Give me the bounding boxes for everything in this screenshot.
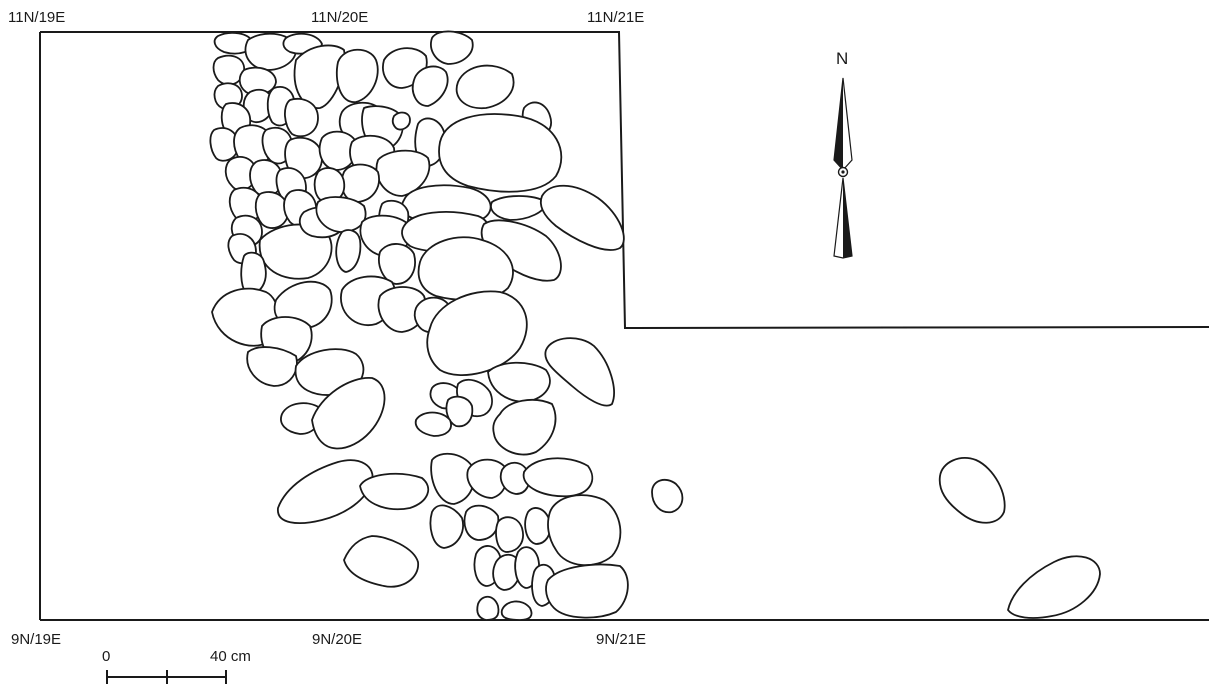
stone <box>539 184 625 251</box>
grid-label-11n-20e: 11N/20E <box>311 9 368 26</box>
stone <box>524 507 552 545</box>
stone <box>499 461 531 495</box>
stone <box>445 395 474 428</box>
stone <box>311 377 386 450</box>
stone <box>430 452 475 505</box>
scale-end-label: 40 cm <box>210 648 251 665</box>
stone <box>246 346 298 387</box>
stone <box>429 504 464 549</box>
stone <box>500 600 533 621</box>
stone <box>492 553 522 591</box>
stone <box>277 459 374 524</box>
stone <box>430 30 474 65</box>
north-label: N <box>836 49 848 68</box>
stone <box>258 223 333 280</box>
stone <box>242 88 274 124</box>
stone <box>359 472 430 511</box>
stone <box>213 31 253 55</box>
stone <box>378 243 416 285</box>
stone <box>335 229 362 273</box>
grid-label-11n-19e: 11N/19E <box>8 9 65 26</box>
stone <box>438 113 563 193</box>
stone <box>240 251 267 295</box>
stone <box>492 399 557 456</box>
stone <box>1007 555 1101 619</box>
stone <box>293 44 346 109</box>
grid-label-11n-21e: 11N/21E <box>587 9 644 26</box>
stone <box>340 163 380 203</box>
stone <box>490 195 547 221</box>
stone <box>547 494 622 567</box>
stone <box>487 361 551 403</box>
stone <box>455 64 515 110</box>
scale-start-label: 0 <box>102 648 110 665</box>
stone <box>254 191 289 229</box>
stone <box>476 595 500 621</box>
excavation-unit-outline <box>39 31 1209 621</box>
stone-feature <box>209 30 1101 621</box>
stone <box>375 149 431 197</box>
stone <box>417 236 514 301</box>
stone <box>938 457 1006 524</box>
stone <box>284 97 319 138</box>
stone <box>335 48 379 103</box>
grid-label-9n-20e: 9N/20E <box>312 631 362 648</box>
stone <box>391 111 411 131</box>
stone <box>414 411 452 437</box>
stone <box>463 504 500 541</box>
stone <box>343 535 419 588</box>
stone <box>651 478 684 514</box>
stone <box>522 457 594 498</box>
stone <box>545 563 629 619</box>
north-arrow-icon: N <box>833 49 853 259</box>
stone <box>544 337 615 407</box>
grid-label-9n-21e: 9N/21E <box>596 631 646 648</box>
stone <box>209 127 239 162</box>
stone <box>426 290 528 376</box>
grid-label-9n-19e: 9N/19E <box>11 631 61 648</box>
scale-bar: 0 40 cm <box>102 648 251 684</box>
stone <box>411 65 449 107</box>
stone <box>495 516 524 553</box>
